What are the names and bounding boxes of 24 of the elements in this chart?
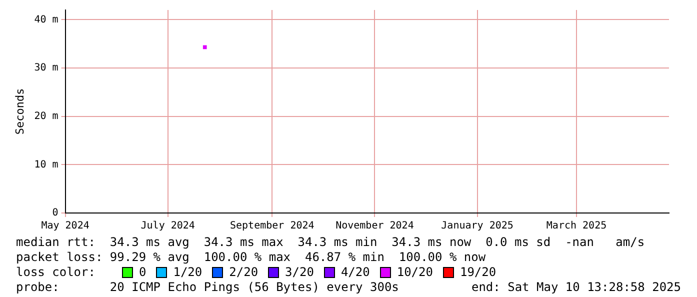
legend-label: 4/20 [340, 265, 370, 280]
y-axis-title: Seconds [13, 88, 26, 135]
legend-label: 2/20 [229, 265, 258, 280]
legend-label: 3/20 [285, 265, 314, 280]
y-tick-label: 10 m [34, 159, 58, 170]
x-tick-label: January 2025 [441, 220, 514, 232]
x-tick-label: May 2024 [41, 220, 90, 232]
x-tick-label: November 2024 [336, 220, 414, 232]
text: end: Sat May 10 13:28:58 2025 [471, 280, 681, 295]
y-tick-label: 20 m [34, 110, 58, 122]
x-tick-label: July 2024 [140, 220, 195, 232]
y-tick-label: 0 [52, 208, 58, 219]
y-tick-label: 40 m [34, 14, 58, 26]
legend-label: 0 [139, 265, 146, 280]
text: probe: 20 ICMP Echo Pings (56 Bytes) every 300s [16, 280, 399, 295]
y-tick-label: 30 m [34, 62, 58, 74]
legend-title: loss color: [16, 265, 96, 280]
text: packet loss: 99.29 % avg 100.00 % max 46.87 % min 100.00 % now [16, 250, 487, 265]
legend-label: 19/20 [460, 265, 496, 280]
text: median rtt: 34.3 ms avg 34.3 ms max 34.3 ms min 34.3 ms now 0.0 ms sd -nan am/s [16, 235, 646, 250]
legend-label: 1/20 [173, 265, 202, 280]
x-tick-label: September 2024 [230, 220, 314, 232]
x-tick-label: March 2025 [546, 220, 607, 232]
legend-label: 10/20 [396, 265, 433, 280]
